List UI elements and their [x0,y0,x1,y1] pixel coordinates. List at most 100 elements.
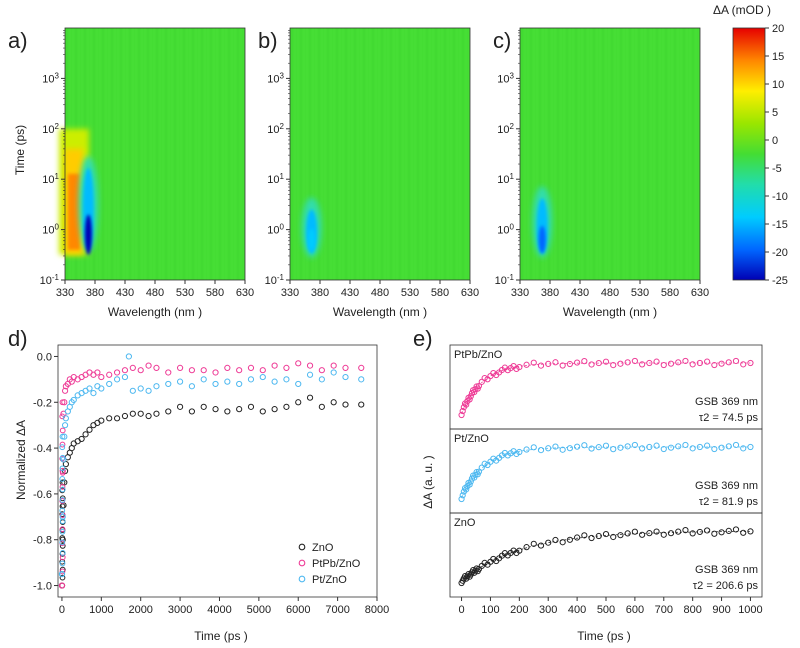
data-point [675,528,682,535]
y-tick-label: 103 [42,71,59,85]
data-point [59,433,66,440]
data-point [566,445,573,452]
data-point [475,468,482,475]
data-point [682,357,689,365]
data-point [602,442,610,449]
data-point [145,387,152,394]
data-point [653,442,660,449]
data-point [59,574,66,581]
colorbar-tick-label: -10 [772,191,788,203]
data-point [59,539,66,546]
subplot-title: Pt/ZnO [454,433,489,445]
data-point [59,454,66,461]
data-point [200,403,207,410]
panel-d-y-axis-label: Normalized ΔA [14,420,28,500]
data-point [574,443,581,450]
data-point [125,353,132,360]
data-point [704,442,711,449]
data-point [59,542,66,549]
x-tick-label: 700 [655,604,673,616]
data-point [602,530,610,538]
data-point [588,361,595,368]
heatmap-y-axis-label: Time (ps) [13,125,27,175]
data-point [732,526,740,533]
x-axis-label: Wavelength (nm ) [333,305,427,319]
heatmap-panel-a: 330 380 430 480 530 580 630 Wavelength (nm ) 10-… [40,27,254,319]
subplot-tau: τ2 = 206.6 ps [693,580,759,592]
data-point [660,531,667,538]
data-point [537,362,545,369]
x-tick-label: 7000 [325,604,349,616]
colorbar-label: ΔA (mOD ) [713,3,771,17]
data-point [559,446,566,453]
x-tick-label: 630 [236,287,254,299]
data-point [588,534,595,542]
data-point [342,401,349,408]
data-point [61,387,69,394]
data-point [145,362,152,369]
x-tick-label: 0 [458,604,464,616]
data-point [212,380,219,388]
data-point [165,380,172,388]
data-point [70,396,77,404]
data-point [306,371,314,378]
subplot-annotation: GSB 369 nm [695,396,758,408]
data-point [224,364,231,372]
x-tick-label: 400 [568,604,586,616]
data-point [129,364,136,372]
data-point [212,406,219,413]
data-point [646,443,653,451]
data-point [487,458,494,465]
data-point [552,536,559,544]
data-point [283,403,290,410]
y-tick-label: 102 [267,122,284,136]
data-point [458,411,465,419]
y-tick-label: 103 [497,71,514,85]
x-tick-label: 530 [401,287,419,299]
data-point [98,417,105,424]
data-point [295,380,302,388]
data-point [624,530,631,537]
data-point [696,528,703,536]
data-point [689,361,696,368]
data-point [342,364,349,372]
data-point [295,399,302,406]
data-point [271,378,278,385]
data-point [306,394,314,401]
data-point [459,492,466,499]
data-point [247,364,255,372]
scatter-panel-d: 0 1000 2000 3000 4000 5000 6000 7000 8000 0.0 -0.2… [33,344,389,616]
data-point [129,410,136,417]
data-point [552,443,559,450]
data-point [200,376,207,383]
data-point [59,582,66,589]
panel-d-x-axis-label: Time (ps ) [194,629,248,643]
data-point [574,534,581,541]
data-point [545,539,552,546]
data-point [59,497,66,503]
x-tick-label: 580 [431,287,449,299]
data-point [478,378,485,385]
data-point [59,526,66,533]
data-point [90,390,97,397]
subplot-Pt/ZnO: Pt/ZnO GSB 369 nm τ2 = 81.9 ps [449,428,763,514]
data-point [523,544,530,551]
heatmap-band-peak [68,173,80,250]
data-point [463,486,470,493]
data-point [137,385,144,392]
data-point [59,427,66,434]
data-point [689,445,696,452]
data-point [581,532,588,539]
data-point [574,359,581,366]
colorbar-tick-label: 5 [772,107,778,119]
data-point [236,367,243,374]
data-point [459,407,466,415]
x-axis-label: Wavelength (nm ) [108,305,202,319]
x-tick-label: 480 [146,287,164,299]
heatmap-panel-b: 330 380 430 480 530 580 630 Wavelength (nm ) 10-… [265,27,479,319]
data-point [259,367,266,374]
y-tick-label: 10-1 [40,273,60,287]
data-point [59,399,66,406]
data-point [59,550,66,556]
y-tick-label: 101 [497,172,514,186]
